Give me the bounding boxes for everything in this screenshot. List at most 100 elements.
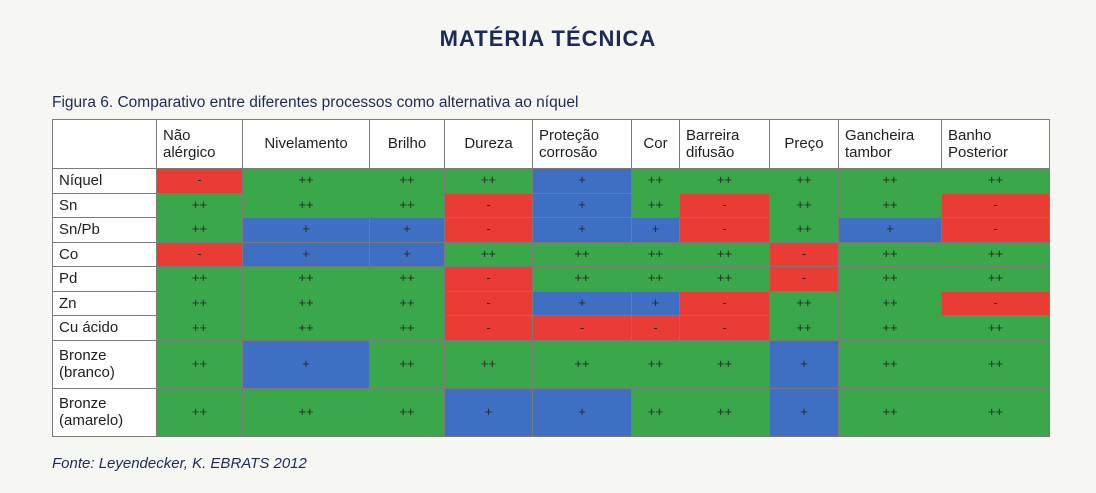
rating-cell: +	[242, 241, 370, 268]
rating-cell: ++	[369, 339, 445, 389]
rating-cell: +	[838, 217, 942, 243]
rating-cell: +	[242, 217, 370, 243]
table-row: Cu ácido ++ ++ ++ - - - - ++ ++ ++	[52, 315, 1050, 341]
rating-cell: ++	[679, 168, 770, 194]
rating-cell: +	[444, 387, 533, 438]
table-row: Sn/Pb ++ + + - + + - ++ + -	[52, 217, 1050, 243]
rating-cell: ++	[156, 290, 243, 317]
rating-cell: ++	[838, 339, 942, 389]
rating-cell: ++	[369, 266, 445, 292]
rating-cell: -	[941, 217, 1050, 243]
rating-cell: -	[444, 315, 533, 341]
rating-cell: -	[769, 266, 839, 292]
row-label: Pd	[52, 266, 157, 292]
header-corner	[52, 119, 157, 169]
rating-cell: +	[769, 387, 839, 438]
figure-caption: Figura 6. Comparativo entre diferentes p…	[52, 94, 579, 111]
rating-cell: ++	[156, 315, 243, 341]
rating-cell: ++	[532, 266, 632, 292]
row-label: Bronze (branco)	[52, 339, 157, 389]
rating-cell: ++	[769, 217, 839, 243]
row-label: Zn	[52, 290, 157, 317]
rating-cell: ++	[242, 168, 370, 194]
rating-cell: ++	[242, 266, 370, 292]
rating-cell: -	[444, 217, 533, 243]
rating-cell: ++	[156, 339, 243, 389]
rating-cell: ++	[679, 387, 770, 438]
column-header: Proteção corrosão	[532, 119, 632, 169]
rating-cell: ++	[631, 387, 680, 438]
rating-cell: ++	[242, 387, 370, 438]
row-label: Sn/Pb	[52, 217, 157, 243]
rating-cell: ++	[631, 192, 680, 219]
rating-cell: -	[679, 192, 770, 219]
row-label: Co	[52, 241, 157, 268]
rating-cell: -	[444, 266, 533, 292]
column-header: Nivelamento	[242, 119, 370, 169]
rating-cell: ++	[631, 241, 680, 268]
rating-cell: -	[156, 168, 243, 194]
column-header: Brilho	[369, 119, 445, 169]
rating-cell: ++	[444, 168, 533, 194]
rating-cell: ++	[941, 266, 1050, 292]
rating-cell: ++	[679, 339, 770, 389]
rating-cell: ++	[941, 315, 1050, 341]
column-header: Barreira difusão	[679, 119, 770, 169]
rating-cell: ++	[769, 290, 839, 317]
rating-cell: ++	[679, 241, 770, 268]
rating-cell: ++	[941, 168, 1050, 194]
rating-cell: -	[156, 241, 243, 268]
rating-cell: ++	[769, 192, 839, 219]
rating-cell: ++	[242, 192, 370, 219]
rating-cell: +	[369, 217, 445, 243]
rating-cell: ++	[838, 290, 942, 317]
rating-cell: -	[444, 290, 533, 317]
table-row: Pd ++ ++ ++ - ++ ++ ++ - ++ ++	[52, 266, 1050, 292]
rating-cell: ++	[838, 266, 942, 292]
rating-cell: ++	[369, 290, 445, 317]
rating-cell: -	[532, 315, 632, 341]
rating-cell: ++	[156, 192, 243, 219]
row-label: Sn	[52, 192, 157, 219]
rating-cell: ++	[242, 315, 370, 341]
rating-cell: ++	[769, 315, 839, 341]
rating-cell: +	[532, 217, 632, 243]
table-row: Bronze (amarelo) ++ ++ ++ + + ++ ++ + ++ ++	[52, 387, 1050, 438]
section-title: MATÉRIA TÉCNICA	[439, 26, 657, 51]
figure-source: Fonte: Leyendecker, K. EBRATS 2012	[52, 455, 307, 472]
table-row: Bronze (branco) ++ + ++ ++ ++ ++ ++ + ++ ++	[52, 339, 1050, 389]
rating-cell: ++	[532, 241, 632, 268]
rating-cell: -	[679, 217, 770, 243]
rating-cell: +	[532, 387, 632, 438]
rating-cell: ++	[532, 339, 632, 389]
row-label: Bronze (amarelo)	[52, 387, 157, 438]
table-row: Zn ++ ++ ++ - + + - ++ ++ -	[52, 290, 1050, 317]
rating-cell: ++	[679, 266, 770, 292]
table-row: Sn ++ ++ ++ - + ++ - ++ ++ -	[52, 192, 1050, 219]
table-header-row: Não alérgico Nivelamento Brilho Dureza P…	[52, 119, 1050, 169]
column-header: Banho Posterior	[941, 119, 1050, 169]
table-row: Níquel - ++ ++ ++ + ++ ++ ++ ++ ++	[52, 168, 1050, 194]
column-header: Preço	[769, 119, 839, 169]
rating-cell: -	[941, 290, 1050, 317]
rating-cell: ++	[156, 217, 243, 243]
rating-cell: +	[532, 168, 632, 194]
rating-cell: ++	[369, 168, 445, 194]
rating-cell: -	[941, 192, 1050, 219]
comparison-table: Não alérgico Nivelamento Brilho Dureza P…	[52, 119, 1050, 438]
rating-cell: ++	[369, 315, 445, 341]
rating-cell: ++	[369, 387, 445, 438]
rating-cell: ++	[838, 168, 942, 194]
rating-cell: ++	[444, 339, 533, 389]
rating-cell: +	[532, 290, 632, 317]
column-header: Não alérgico	[156, 119, 243, 169]
rating-cell: +	[369, 241, 445, 268]
rating-cell: ++	[444, 241, 533, 268]
column-header: Gancheira tambor	[838, 119, 942, 169]
rating-cell: +	[242, 339, 370, 389]
rating-cell: +	[631, 217, 680, 243]
rating-cell: +	[769, 339, 839, 389]
rating-cell: -	[631, 315, 680, 341]
rating-cell: -	[679, 315, 770, 341]
rating-cell: ++	[838, 241, 942, 268]
